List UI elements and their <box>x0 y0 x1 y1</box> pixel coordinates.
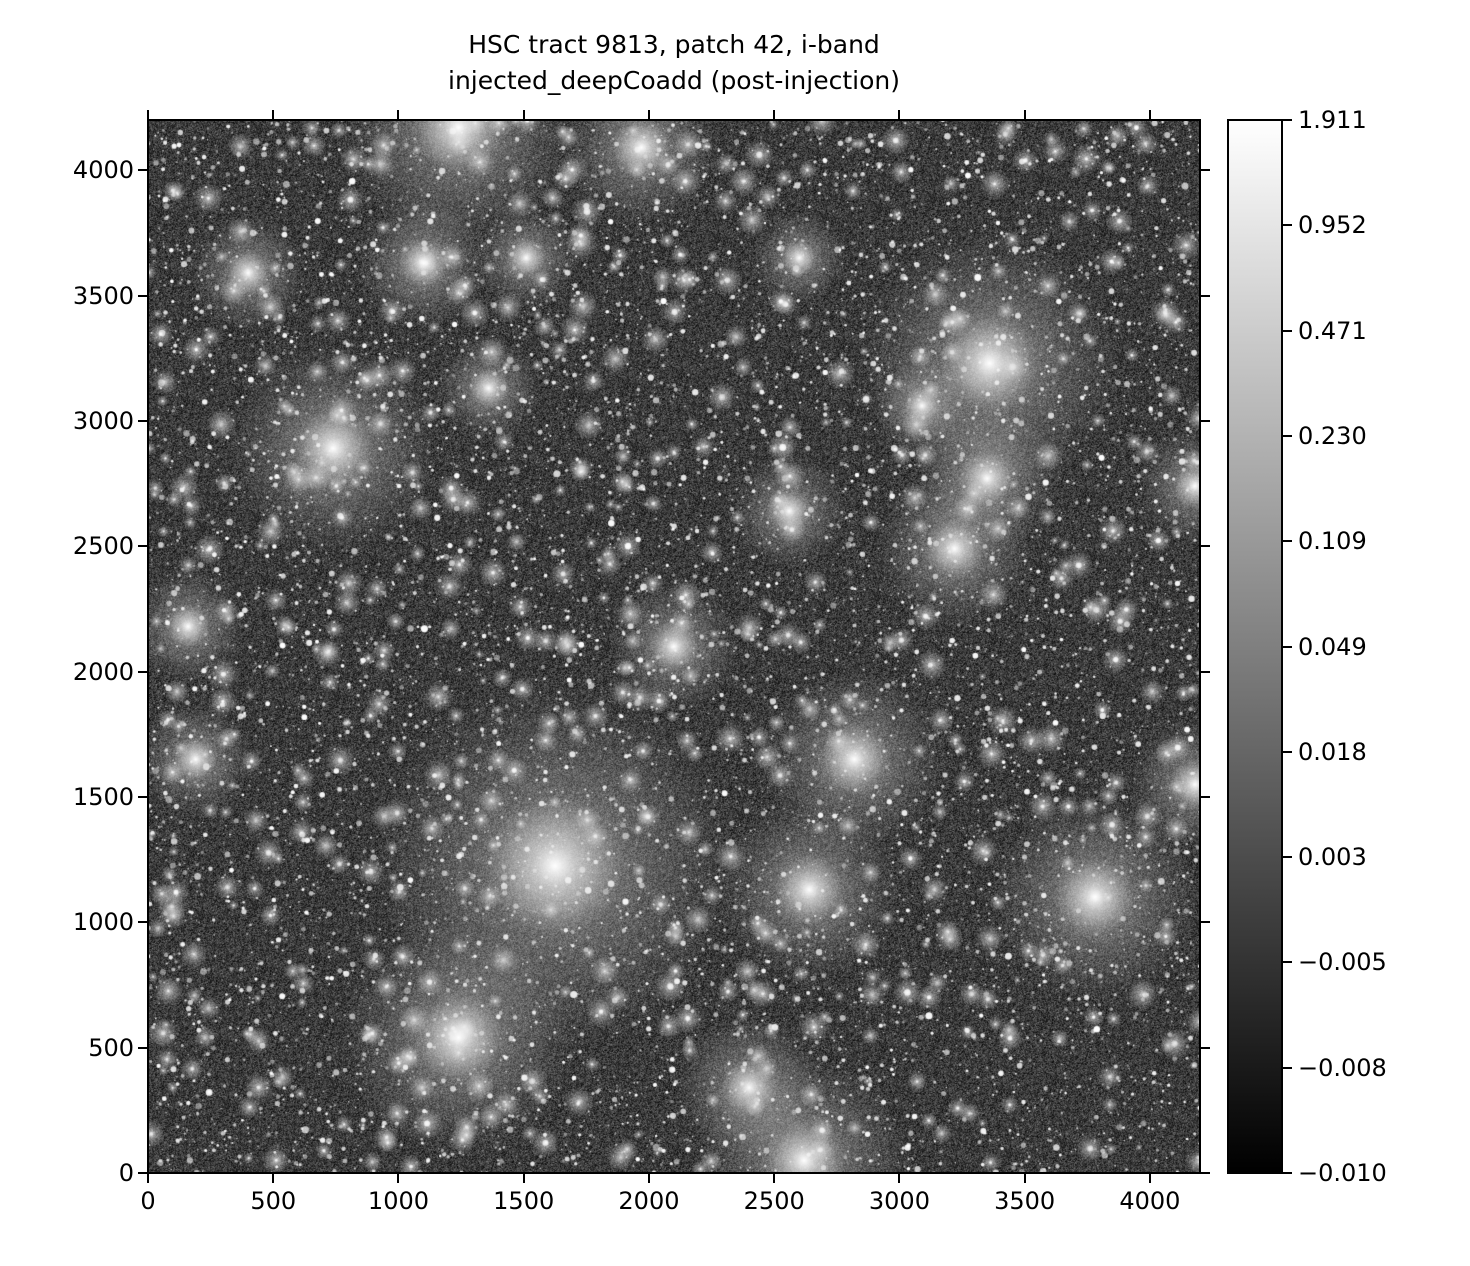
x-tick-mark-top <box>773 110 776 120</box>
x-tick-mark <box>147 1173 149 1183</box>
y-tick-mark-right <box>1200 795 1210 798</box>
y-tick-mark-right <box>1200 1172 1210 1174</box>
colorbar-tick-mark <box>1282 329 1292 332</box>
y-tick-label: 2500 <box>72 532 134 561</box>
y-tick-mark-right <box>1200 169 1210 172</box>
y-tick-mark-right <box>1200 294 1210 297</box>
x-tick-mark <box>1148 1173 1151 1183</box>
x-tick-label: 2000 <box>618 1187 680 1215</box>
x-tick-label: 2500 <box>743 1187 805 1215</box>
x-tick-mark-top <box>1148 110 1151 120</box>
x-tick-mark <box>522 1173 525 1183</box>
colorbar-tick-label: 0.003 <box>1298 843 1367 872</box>
colorbar-tick-label: 0.109 <box>1298 527 1367 556</box>
colorbar-tick-label: 0.471 <box>1298 316 1367 345</box>
colorbar-tick-label: 0.018 <box>1298 737 1367 766</box>
x-tick-mark-top <box>1023 110 1026 120</box>
x-tick-mark-top <box>647 110 650 120</box>
x-tick-mark <box>647 1173 650 1183</box>
y-tick-label: 4000 <box>72 156 134 185</box>
x-tick-mark <box>773 1173 776 1183</box>
colorbar-frame <box>1227 119 1283 1174</box>
y-tick-mark <box>138 795 148 798</box>
x-tick-mark <box>1023 1173 1026 1183</box>
sky-image <box>148 120 1200 1173</box>
colorbar-tick-mark <box>1282 961 1292 964</box>
y-tick-mark-right <box>1200 419 1210 422</box>
y-tick-mark <box>138 419 148 422</box>
y-tick-mark <box>138 169 148 172</box>
colorbar-tick-mark <box>1282 1172 1292 1174</box>
y-tick-mark <box>138 921 148 924</box>
colorbar-tick-mark <box>1282 224 1292 227</box>
colorbar-tick-mark <box>1282 119 1292 121</box>
x-tick-mark-top <box>272 110 275 120</box>
chart-subtitle: injected_deepCoadd (post-injection) <box>448 66 900 95</box>
y-tick-label: 3500 <box>72 281 134 310</box>
y-tick-mark <box>138 294 148 297</box>
x-tick-mark-top <box>147 110 149 120</box>
y-tick-label: 0 <box>118 1159 134 1187</box>
x-tick-mark-top <box>898 110 901 120</box>
x-tick-label: 0 <box>140 1187 156 1215</box>
x-tick-label: 3500 <box>994 1187 1056 1215</box>
colorbar-tick-label: −0.005 <box>1298 948 1387 977</box>
colorbar-tick-mark <box>1282 856 1292 859</box>
colorbar-tick-mark <box>1282 645 1292 648</box>
colorbar-tick-mark <box>1282 750 1292 753</box>
x-tick-mark <box>272 1173 275 1183</box>
colorbar-tick-mark <box>1282 540 1292 543</box>
chart-title: HSC tract 9813, patch 42, i-band <box>468 30 880 59</box>
y-tick-mark <box>138 670 148 673</box>
x-tick-mark-top <box>397 110 400 120</box>
x-tick-label: 1000 <box>367 1187 430 1215</box>
x-tick-mark <box>397 1173 400 1183</box>
y-tick-mark <box>138 1046 148 1049</box>
x-tick-label: 1500 <box>493 1187 555 1215</box>
colorbar-tick-mark <box>1282 434 1292 437</box>
y-tick-label: 500 <box>88 1033 134 1062</box>
y-tick-label: 1500 <box>72 782 134 811</box>
y-tick-mark <box>138 1172 148 1174</box>
x-tick-label: 500 <box>250 1187 297 1215</box>
x-tick-mark <box>898 1173 901 1183</box>
y-tick-mark <box>138 545 148 548</box>
y-tick-label: 2000 <box>72 657 134 686</box>
y-tick-label: 1000 <box>72 908 134 937</box>
colorbar <box>1228 120 1282 1173</box>
plot-frame <box>147 119 1201 1174</box>
colorbar-tick-label: 1.911 <box>1298 106 1367 134</box>
y-tick-mark-right <box>1200 670 1210 673</box>
colorbar-tick-mark <box>1282 1066 1292 1069</box>
x-tick-label: 3000 <box>868 1187 930 1215</box>
colorbar-tick-label: 0.230 <box>1298 421 1367 450</box>
colorbar-tick-label: −0.008 <box>1298 1053 1387 1082</box>
y-tick-label: 3000 <box>72 406 134 435</box>
y-tick-mark-right <box>1200 921 1210 924</box>
x-tick-label: 4000 <box>1119 1187 1181 1215</box>
colorbar-tick-label: −0.010 <box>1298 1159 1387 1187</box>
y-tick-mark-right <box>1200 1046 1210 1049</box>
x-tick-mark-top <box>522 110 525 120</box>
y-tick-mark-right <box>1200 545 1210 548</box>
colorbar-tick-label: 0.952 <box>1298 211 1367 240</box>
colorbar-tick-label: 0.049 <box>1298 632 1367 661</box>
